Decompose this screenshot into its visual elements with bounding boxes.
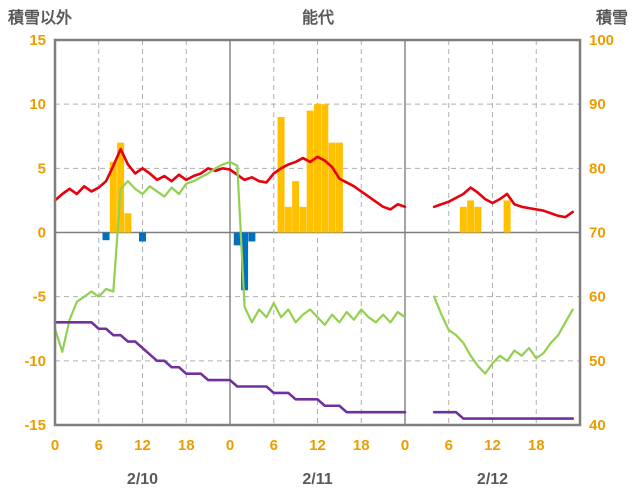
x-axis-tick: 0	[401, 437, 409, 454]
plot-border	[53, 38, 582, 427]
purple-line	[53, 321, 407, 414]
left-axis-tick: 0	[38, 225, 46, 242]
left-axis-tick: 15	[29, 32, 46, 49]
precip-bars-bar	[328, 142, 336, 233]
precip-bars-bar	[306, 110, 314, 233]
left-axis-tick: -5	[33, 289, 46, 306]
right-axis-title: 積雪	[595, 10, 628, 27]
x-axis-tick: 18	[528, 437, 545, 454]
negative-bars-bar	[241, 232, 249, 291]
precip-bars-bar	[109, 161, 117, 233]
precip-bars-bar	[284, 206, 292, 233]
x-axis-tick: 0	[51, 437, 59, 454]
x-axis-tick: 6	[445, 437, 453, 454]
precip-bars-bar	[503, 200, 511, 233]
right-axis-tick: 50	[589, 353, 606, 370]
right-axis-tick: 80	[589, 160, 606, 177]
right-axis-tick: 70	[589, 225, 606, 242]
negative-bars-bar	[102, 232, 110, 241]
x-axis-tick: 6	[270, 437, 278, 454]
precip-bars-bar	[124, 213, 132, 233]
left-axis-tick: 10	[29, 96, 46, 113]
precip-bars-bar	[459, 206, 467, 233]
station-title: 能代	[301, 10, 334, 27]
precip-bars-bar	[277, 117, 285, 233]
green-line	[433, 295, 574, 375]
negative-bars-bar	[233, 232, 241, 246]
red-line	[53, 147, 407, 211]
precip-bars-bar	[474, 206, 482, 233]
right-axis-tick: 100	[589, 32, 614, 49]
precip-bars-bar	[467, 200, 475, 233]
left-axis-title: 積雪以外	[8, 10, 73, 27]
x-axis-tick: 12	[134, 437, 151, 454]
x-axis-tick: 18	[178, 437, 195, 454]
precip-bars-bar	[335, 142, 343, 233]
left-axis-tick: -10	[24, 353, 46, 370]
green-line	[53, 160, 407, 353]
day-label: 2/10	[127, 471, 158, 488]
left-axis-tick: 5	[38, 160, 46, 177]
precip-bars-bar	[292, 181, 300, 233]
left-axis-tick: -15	[24, 417, 46, 434]
precip-bars-bar	[321, 104, 329, 233]
x-axis-tick: 6	[95, 437, 103, 454]
purple-line	[432, 410, 575, 420]
x-axis-tick: 0	[226, 437, 234, 454]
x-axis-tick: 18	[353, 437, 370, 454]
negative-bars-bar	[248, 232, 256, 242]
right-axis-tick: 60	[589, 289, 606, 306]
precip-bars-bar	[299, 206, 307, 233]
day-label: 2/12	[477, 471, 508, 488]
day-label: 2/11	[302, 471, 332, 488]
right-axis-tick: 40	[589, 417, 606, 434]
precip-bars-bar	[314, 104, 321, 233]
x-axis-tick: 12	[484, 437, 501, 454]
right-axis-tick: 90	[589, 96, 606, 113]
red-line	[432, 186, 575, 219]
x-axis-tick: 12	[309, 437, 326, 454]
negative-bars-bar	[139, 232, 146, 242]
